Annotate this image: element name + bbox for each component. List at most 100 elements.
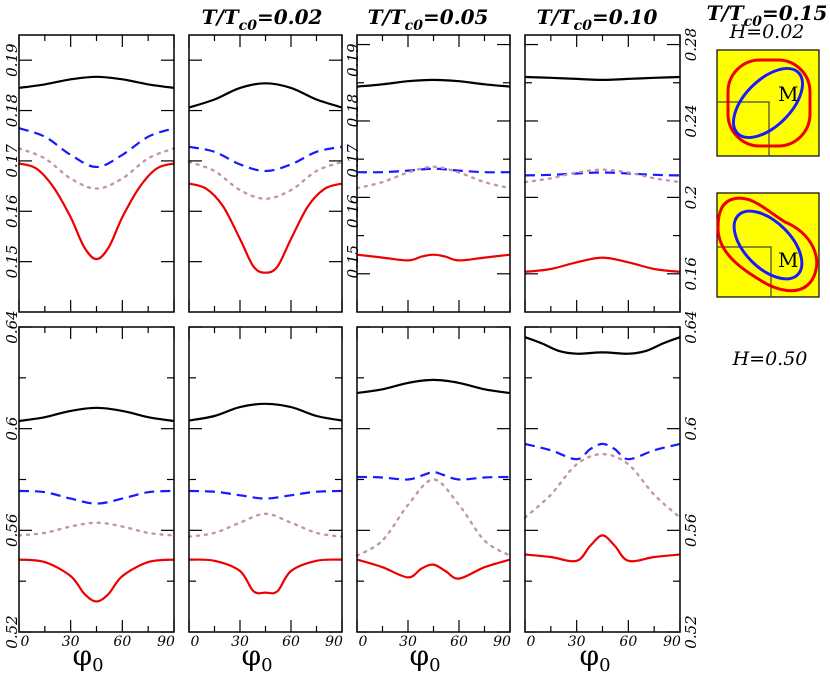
title-sub: c0 (239, 18, 258, 34)
y-tick-label: 0.64 (3, 310, 21, 343)
series-line-black (524, 336, 681, 355)
field-label-top: H=0.02 (729, 21, 805, 43)
chart-panels: 0.150.160.170.180.190.150.160.170.180.19… (3, 28, 700, 650)
fermi-surface-inset-top: M (716, 49, 820, 157)
series-line-red (188, 182, 343, 274)
panel-7: 0 30 60 90 (355, 326, 512, 650)
panel-5: 0.52 0.56 0.6 0.64 0 30 60 90 (3, 310, 176, 650)
y-tick-label: 0.64 (682, 310, 700, 343)
y-tick-label: 0.15 (3, 245, 21, 278)
series-line-dotted (187, 512, 344, 538)
panel-1: 0.15 0.16 0.17 0.18 0.19 (3, 34, 176, 313)
title-prefix: T/T (707, 1, 746, 25)
series-line-red (188, 558, 343, 595)
series-line-black (188, 82, 343, 109)
x-tick-label: 90 (663, 634, 681, 650)
inset-outer-surface (716, 196, 819, 293)
x-axis-label-2: φ0 (241, 639, 272, 674)
column-title-2: T/Tc0=0.05 (368, 5, 489, 34)
series-line-dotted (187, 160, 344, 200)
panel-frame (356, 34, 511, 313)
inset-inner-surface (732, 209, 804, 281)
column-title-4: T/Tc0=0.15 (707, 1, 828, 30)
title-prefix: T/T (368, 5, 407, 29)
x-axis-label-4: φ0 (579, 639, 610, 674)
series-line-blue (18, 127, 175, 169)
title-prefix: T/T (537, 5, 576, 29)
x-tick-label: 30 (399, 634, 417, 650)
panel-2: 0.150.160.170.180.19 (187, 34, 362, 313)
title-value: =0.10 (592, 5, 658, 29)
x-tick-label: 90 (493, 634, 511, 650)
series-line-blue (188, 145, 343, 173)
svg-text:T/Tc0=0.02: T/Tc0=0.02 (202, 5, 323, 34)
panel-6: 0 30 60 90 (187, 326, 344, 650)
y-tick-label: 0.18 (3, 94, 21, 127)
panel-frame (18, 326, 175, 633)
title-value: =0.02 (257, 5, 323, 29)
svg-text:T/Tc0=0.10: T/Tc0=0.10 (537, 5, 658, 34)
y-tick-label: 0.16 (344, 194, 362, 228)
title-sub: c0 (744, 14, 763, 30)
y-tick-label: 0.18 (344, 94, 362, 127)
x-tick-label: 60 (282, 634, 300, 650)
y-tick-label: 0.17 (3, 144, 21, 178)
series-line-black (356, 78, 511, 88)
series-line-red (356, 253, 511, 262)
svg-text:T/Tc0=0.05: T/Tc0=0.05 (368, 5, 489, 34)
series-line-red (18, 558, 175, 603)
series-line-red (18, 162, 175, 261)
y-tick-label: 0.16 (3, 194, 21, 228)
inset-label-m: M (778, 82, 798, 106)
field-label-bottom: H=0.50 (732, 348, 808, 370)
fermi-surface-inset-bottom: M (716, 192, 820, 298)
y-tick-label: 0.52 (682, 615, 700, 648)
y-tick-label: 0.24 (682, 104, 700, 137)
series-line-dotted (17, 521, 176, 537)
series-line-dotted (17, 147, 176, 190)
x-tick-label: 0 (359, 634, 368, 650)
inset-brillouin-zone-lines (717, 101, 770, 156)
inset-background (716, 49, 820, 157)
title-value: =0.15 (762, 1, 827, 25)
y-tick-label: 0.28 (682, 28, 700, 61)
y-tick-label: 0.16 (682, 257, 700, 291)
x-tick-label: 60 (113, 634, 131, 650)
y-tick-label: 0.2 (682, 185, 700, 209)
y-tick-label: 0.19 (3, 43, 21, 77)
panel-3 (355, 34, 512, 313)
title-sub: c0 (405, 18, 424, 34)
series-line-dotted (355, 478, 512, 557)
title-prefix: T/T (202, 5, 241, 29)
series-line-blue (188, 489, 343, 500)
series-line-dotted (523, 452, 682, 519)
y-tick-label: 0.56 (3, 513, 21, 547)
y-tick-label: 0.56 (682, 513, 700, 547)
x-tick-label: 90 (157, 634, 175, 650)
series-line-dotted (355, 165, 512, 190)
column-title-3: T/Tc0=0.10 (537, 5, 658, 34)
series-line-black (524, 75, 681, 82)
y-tick-label: 0.6 (3, 416, 21, 440)
x-tick-label: 0 (21, 634, 30, 650)
inset-outer-surface (726, 58, 812, 148)
x-tick-label: 0 (191, 634, 200, 650)
series-line-blue (356, 470, 511, 481)
inset-inner-surface (732, 67, 804, 139)
series-line-black (188, 402, 343, 422)
series-line-blue (18, 489, 175, 505)
x-axis-label-3: φ0 (409, 639, 440, 674)
series-line-black (18, 406, 175, 423)
panel-frame (524, 326, 681, 633)
series-line-red (524, 256, 681, 273)
svg-text:T/Tc0=0.15: T/Tc0=0.15 (707, 1, 828, 30)
x-tick-label: 30 (568, 634, 586, 650)
inset-label-m: M (778, 248, 798, 272)
title-sub: c0 (574, 18, 593, 34)
title-value: =0.05 (423, 5, 488, 29)
series-line-red (524, 534, 681, 563)
series-line-red (356, 558, 511, 580)
y-tick-label: 0.19 (344, 43, 362, 77)
x-axis-label-1: φ0 (72, 639, 103, 674)
series-line-blue (356, 167, 511, 174)
